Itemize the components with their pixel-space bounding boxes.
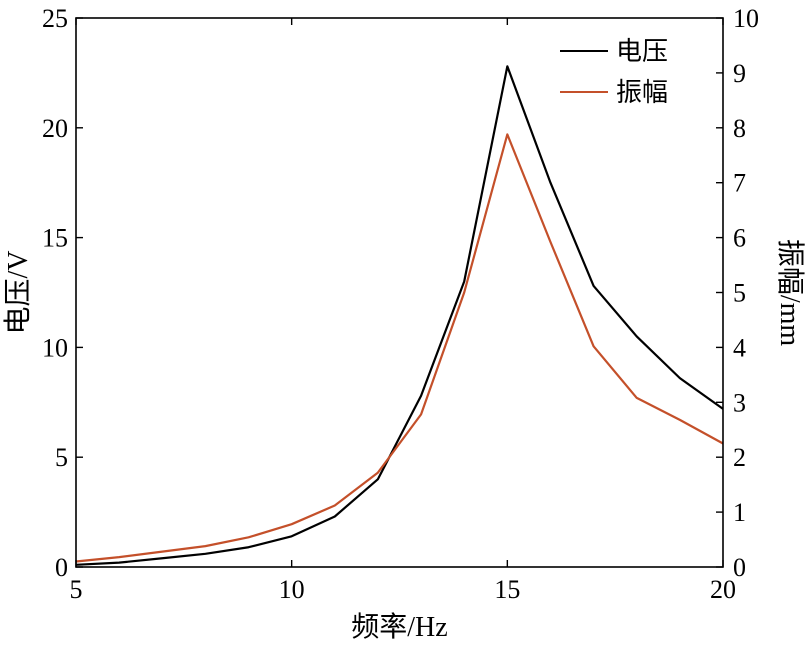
y-right-tick-label: 4 xyxy=(733,333,746,362)
legend-label-amplitude: 振幅 xyxy=(616,78,668,107)
y-right-tick-label: 0 xyxy=(733,553,746,582)
y-left-tick-label: 5 xyxy=(55,443,68,472)
x-tick-label: 20 xyxy=(710,575,736,604)
y-right-tick-label: 6 xyxy=(733,224,746,253)
y-right-tick-label: 2 xyxy=(733,443,746,472)
x-tick-label: 15 xyxy=(494,575,520,604)
y-left-tick-label: 20 xyxy=(42,114,68,143)
y-right-tick-label: 7 xyxy=(733,169,746,198)
series-line-amplitude xyxy=(75,133,724,563)
plot-lines xyxy=(75,65,724,566)
y-left-tick-label: 15 xyxy=(42,224,68,253)
y-right-tick-label: 8 xyxy=(733,114,746,143)
y-right-tick-label: 10 xyxy=(733,4,759,33)
y-right-tick-label: 5 xyxy=(733,279,746,308)
y-left-tick-label: 10 xyxy=(42,333,68,362)
y-right-tick-label: 9 xyxy=(733,59,746,88)
y-right-tick-label: 3 xyxy=(733,388,746,417)
x-axis-label: 频率/Hz xyxy=(351,611,447,643)
y-left-axis-label: 电压/V xyxy=(2,250,34,334)
y-left-tick-label: 0 xyxy=(55,553,68,582)
x-axis-ticks: 5 10 15 20 xyxy=(70,18,736,604)
y-left-axis-ticks: 0 5 10 15 20 25 xyxy=(42,4,83,582)
y-right-tick-label: 1 xyxy=(733,498,746,527)
y-right-axis-ticks: 0 1 2 3 4 5 6 7 8 9 10 xyxy=(716,4,759,582)
legend: 电压 振幅 xyxy=(560,37,668,107)
y-left-tick-label: 25 xyxy=(42,4,68,33)
y-right-axis-label: 振幅/mm xyxy=(774,239,806,347)
x-tick-label: 5 xyxy=(70,575,83,604)
legend-label-voltage: 电压 xyxy=(616,37,668,66)
x-tick-label: 10 xyxy=(279,575,305,604)
series-line-voltage xyxy=(75,65,724,566)
